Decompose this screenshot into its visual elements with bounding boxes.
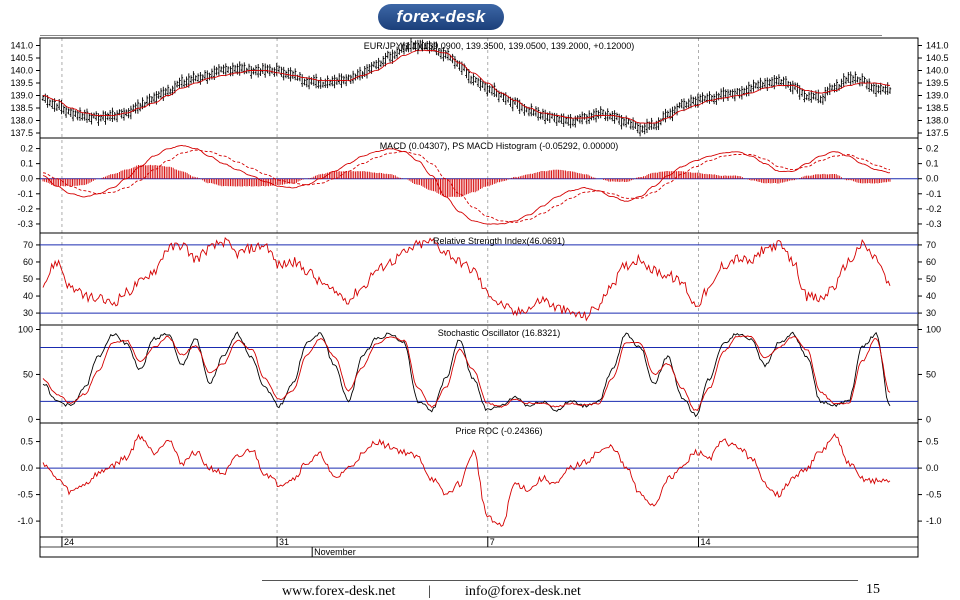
y-tick-label-right: 138.0 [926,116,949,126]
panel-title-3: Stochastic Oscillator (16.8321) [438,328,561,338]
y-tick-label-right: 100 [926,324,941,334]
panel-frame-3 [39,324,919,424]
y-tick-label-right: 40 [926,291,936,301]
y-tick-label-left: -0.5 [17,490,33,500]
y-tick-label-right: 30 [926,308,936,318]
y-tick-label-left: -0.1 [17,189,33,199]
y-tick-label-left: 0 [28,414,33,424]
y-tick-label-left: 60 [23,257,33,267]
panel-2 [36,232,922,326]
y-tick-label-right: 140.0 [926,66,949,76]
y-tick-label-left: 70 [23,240,33,250]
page-footer: www.forex-desk.net | info@forex-desk.net… [0,580,960,600]
y-tick-label-left: 138.0 [10,116,33,126]
y-tick-label-right: 0.0 [926,174,939,184]
panel-title-0: EUR/JPY(1:1)(139.0900, 139.3500, 139.050… [364,41,634,51]
x-tick-label-2: 7 [490,537,495,547]
y-tick-label-left: 0.5 [20,437,33,447]
y-tick-label-left: 139.0 [10,91,33,101]
y-tick-label-left: 0.2 [20,144,33,154]
y-tick-label-left: 0.0 [20,174,33,184]
y-tick-label-right: 0.1 [926,159,939,169]
y-tick-label-left: 138.5 [10,103,33,113]
y-tick-label-left: 137.5 [10,128,33,138]
y-tick-label-left: 50 [23,369,33,379]
x-tick-label-0: 24 [64,537,74,547]
panel-0 [36,37,922,139]
y-tick-label-left: 0.1 [20,159,33,169]
panel-title-4: Price ROC (-0.24366) [455,426,542,436]
forex-desk-logo: forex-desk [378,4,504,30]
y-tick-label-left: 140.5 [10,53,33,63]
y-tick-label-left: 141.0 [10,41,33,51]
y-tick-label-left: -0.2 [17,204,33,214]
y-tick-label-right: 50 [926,274,936,284]
y-tick-label-left: -1.0 [17,516,33,526]
y-tick-label-right: -0.5 [926,490,942,500]
macd-histogram [42,164,891,198]
y-tick-label-right: 0.2 [926,144,939,154]
y-tick-label-right: -1.0 [926,516,942,526]
footer-email[interactable]: info@forex-desk.net [465,584,581,599]
y-tick-label-right: 141.0 [926,41,949,51]
y-tick-label-right: -0.2 [926,204,942,214]
y-tick-label-right: 0.5 [926,437,939,447]
macd-signal-line [42,149,891,223]
y-tick-label-left: 30 [23,308,33,318]
y-tick-label-left: 140.0 [10,66,33,76]
header-divider [40,35,882,36]
footer-separator: | [428,584,431,599]
rsi-line [42,236,891,322]
y-tick-label-right: 137.5 [926,128,949,138]
x-tick-label-1: 31 [279,537,289,547]
price-bars [41,38,892,137]
indicator-chart: EUR/JPY(1:1)(139.0900, 139.3500, 139.050… [10,37,949,558]
y-tick-label-right: 139.0 [926,91,949,101]
x-tick-label-3: 14 [701,537,711,547]
y-tick-label-left: 40 [23,291,33,301]
y-tick-label-left: 139.5 [10,78,33,88]
panel-frame-4 [39,422,919,538]
panel-title-2: Relative Strength Index(46.0691) [433,236,565,246]
y-tick-label-right: 50 [926,369,936,379]
y-tick-label-right: 140.5 [926,53,949,63]
y-tick-label-right: 138.5 [926,103,949,113]
stochastic-d-line [42,335,891,411]
y-tick-label-left: 100 [18,324,33,334]
moving-average-line [42,49,891,124]
macd-line [42,144,891,225]
y-tick-label-right: 0.0 [926,463,939,473]
logo-text: forex-desk [396,7,486,26]
y-tick-label-left: -0.3 [17,219,33,229]
y-tick-label-right: 139.5 [926,78,949,88]
month-label-0: November [314,547,356,557]
stochastic-k-line [42,331,891,418]
footer-divider [262,580,858,581]
page-number: 15 [866,582,880,597]
panel-3 [36,324,922,424]
roc-line [42,433,891,527]
y-tick-label-right: 60 [926,257,936,267]
y-tick-label-left: 50 [23,274,33,284]
y-tick-label-left: 0.0 [20,463,33,473]
y-tick-label-right: 0 [926,414,931,424]
y-tick-label-right: -0.1 [926,189,942,199]
y-tick-label-right: 70 [926,240,936,250]
footer-website[interactable]: www.forex-desk.net [282,584,396,599]
panel-title-1: MACD (0.04307), PS MACD Histogram (-0.05… [380,141,619,151]
panel-4 [36,422,922,538]
y-tick-label-right: -0.3 [926,219,942,229]
panel-1 [36,137,922,234]
